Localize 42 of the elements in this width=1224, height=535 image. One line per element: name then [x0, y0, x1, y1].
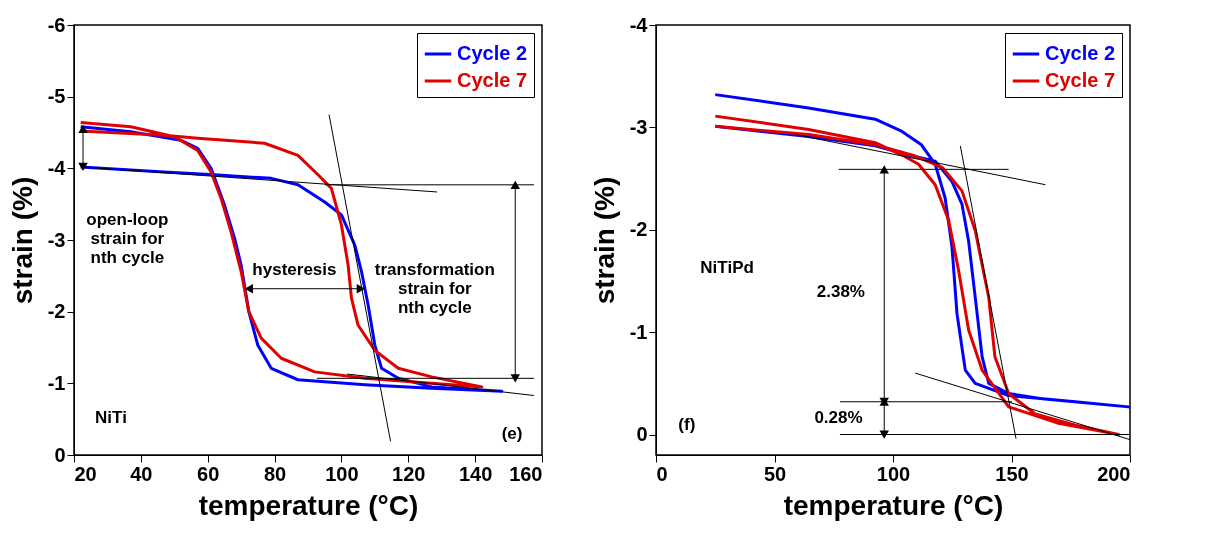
y-tick-label: -3: [47, 228, 66, 251]
y-tick-label: -1: [629, 320, 648, 343]
x-tick-label: 100: [325, 462, 359, 485]
y-tick-label: -3: [629, 115, 648, 138]
x-tick-label: 40: [130, 462, 153, 485]
x-tick-label: 120: [392, 462, 426, 485]
annotation: 0.28%: [814, 408, 863, 428]
annotation: hysteresis: [252, 260, 337, 280]
x-tick-label: 20: [74, 462, 97, 485]
x-tick-label: 60: [197, 462, 220, 485]
legend-label: Cycle 7: [457, 69, 528, 91]
x-tick-label: 160: [509, 462, 543, 485]
x-tick-label: 50: [763, 462, 787, 485]
x-tick-label: 200: [1097, 462, 1131, 485]
x-axis-title: temperature (°C): [198, 489, 419, 521]
y-tick-label: -6: [47, 13, 66, 36]
annotation: NiTiPd: [700, 257, 754, 277]
y-tick-label: 0: [636, 423, 648, 446]
x-tick-label: 150: [995, 462, 1029, 485]
legend-label: Cycle 2: [457, 42, 528, 64]
x-tick-label: 140: [458, 462, 493, 485]
y-tick-label: -2: [47, 300, 66, 323]
legend-label: Cycle 2: [1045, 42, 1116, 64]
x-tick-label: 80: [263, 462, 287, 485]
legend-label: Cycle 7: [1045, 69, 1116, 91]
annotation: (e): [501, 423, 523, 443]
annotation: 2.38%: [816, 282, 865, 302]
x-tick-label: 100: [876, 462, 911, 485]
y-axis-title: strain (%): [6, 176, 38, 305]
y-tick-label: -5: [47, 85, 66, 108]
y-tick-label: -1: [47, 371, 66, 394]
x-tick-label: 0: [656, 462, 668, 485]
annotation: (f): [678, 415, 696, 435]
y-tick-label: -2: [629, 218, 648, 241]
y-tick-label: -4: [629, 13, 649, 36]
annotation: transformation strain for nth cycle: [374, 260, 495, 318]
y-tick-label: -4: [47, 156, 67, 179]
annotation: NiTi: [95, 408, 127, 428]
y-axis-title: strain (%): [588, 176, 620, 305]
y-tick-label: 0: [54, 443, 66, 466]
annotation: open-loop strain for nth cycle: [86, 209, 169, 267]
x-axis-title: temperature (°C): [783, 489, 1004, 521]
